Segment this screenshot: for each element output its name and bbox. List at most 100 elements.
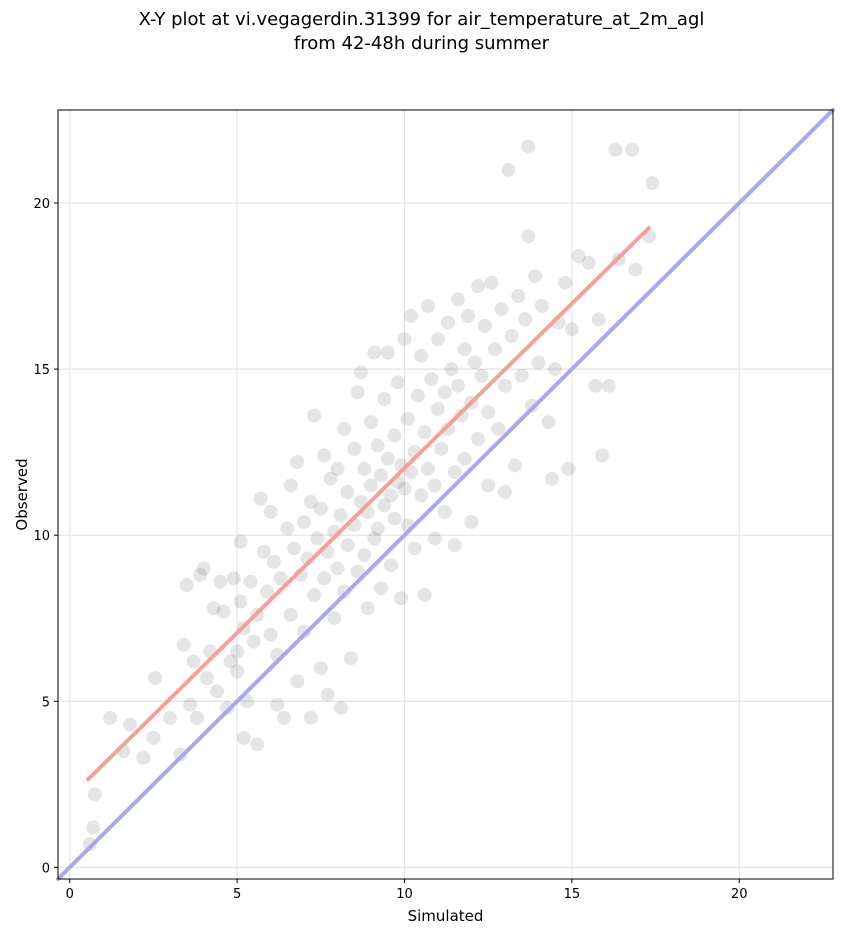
data-point xyxy=(467,355,482,370)
data-point xyxy=(430,401,445,416)
data-point xyxy=(240,694,255,709)
data-point xyxy=(313,501,328,516)
data-point xyxy=(518,312,533,327)
data-point xyxy=(420,461,435,476)
data-point xyxy=(82,837,97,852)
data-point xyxy=(544,471,559,486)
data-point xyxy=(317,571,332,586)
data-point xyxy=(464,514,479,529)
data-point xyxy=(407,541,422,556)
data-point xyxy=(266,554,281,569)
data-point xyxy=(210,684,225,699)
data-point xyxy=(313,661,328,676)
series-line xyxy=(56,108,835,881)
y-tick-label: 15 xyxy=(33,363,50,378)
data-point xyxy=(163,710,178,725)
data-point xyxy=(497,378,512,393)
data-point xyxy=(397,481,412,496)
data-point xyxy=(427,531,442,546)
data-point xyxy=(417,587,432,602)
data-point xyxy=(497,485,512,500)
data-point xyxy=(461,308,476,323)
data-point xyxy=(374,468,389,483)
data-point xyxy=(437,385,452,400)
data-point xyxy=(380,345,395,360)
x-axis-label: Simulated xyxy=(408,907,484,925)
data-point xyxy=(481,478,496,493)
data-point xyxy=(390,375,405,390)
y-axis-label: Observed xyxy=(13,458,31,530)
data-point xyxy=(250,737,265,752)
data-point xyxy=(447,538,462,553)
data-point xyxy=(561,461,576,476)
y-ticks: 0 5 10 15 20 xyxy=(33,197,58,876)
data-point xyxy=(377,498,392,513)
data-point xyxy=(176,637,191,652)
y-tick-label: 5 xyxy=(42,695,50,710)
chart-title-line1: X-Y plot at vi.vegagerdin.31399 for air_… xyxy=(138,9,705,30)
data-point xyxy=(501,162,516,177)
data-point xyxy=(330,561,345,576)
data-point xyxy=(427,478,442,493)
data-point xyxy=(263,504,278,519)
data-point xyxy=(434,441,449,456)
data-point xyxy=(484,275,499,290)
data-point xyxy=(230,664,245,679)
x-tick-label: 20 xyxy=(731,887,748,902)
series-line xyxy=(86,225,651,782)
y-tick-label: 20 xyxy=(33,197,50,212)
data-point xyxy=(491,421,506,436)
data-point xyxy=(330,461,345,476)
data-point xyxy=(384,558,399,573)
data-point xyxy=(223,654,238,669)
data-point xyxy=(148,671,163,686)
data-point xyxy=(236,730,251,745)
data-point xyxy=(588,378,603,393)
data-point xyxy=(280,521,295,536)
data-point xyxy=(581,255,596,270)
data-point xyxy=(303,494,318,509)
data-point xyxy=(370,521,385,536)
data-point xyxy=(347,441,362,456)
data-point xyxy=(246,634,261,649)
data-point xyxy=(273,571,288,586)
data-point xyxy=(367,531,382,546)
data-point xyxy=(233,534,248,549)
y-tick-label: 10 xyxy=(33,529,50,544)
data-point xyxy=(216,604,231,619)
data-point xyxy=(213,574,228,589)
data-point xyxy=(451,292,466,307)
data-point xyxy=(444,362,459,377)
data-point xyxy=(595,448,610,463)
data-point xyxy=(404,465,419,480)
data-point xyxy=(199,671,214,686)
data-point xyxy=(417,425,432,440)
data-point xyxy=(263,627,278,642)
data-point xyxy=(387,428,402,443)
grid xyxy=(58,110,833,879)
data-point xyxy=(189,710,204,725)
data-point xyxy=(441,315,456,330)
data-point xyxy=(303,710,318,725)
data-point xyxy=(481,405,496,420)
data-point xyxy=(290,455,305,470)
data-point xyxy=(394,591,409,606)
data-point xyxy=(387,511,402,526)
data-point xyxy=(384,488,399,503)
data-point xyxy=(571,249,586,264)
x-tick-label: 0 xyxy=(66,887,74,902)
data-point xyxy=(494,302,509,317)
data-point xyxy=(397,332,412,347)
data-point xyxy=(290,674,305,689)
data-point xyxy=(337,421,352,436)
data-point xyxy=(558,275,573,290)
data-point xyxy=(256,544,271,559)
data-point xyxy=(430,332,445,347)
fit-lines xyxy=(56,108,835,881)
data-point xyxy=(323,471,338,486)
data-point xyxy=(374,581,389,596)
data-point xyxy=(400,411,415,426)
data-point xyxy=(601,378,616,393)
data-point xyxy=(360,601,375,616)
